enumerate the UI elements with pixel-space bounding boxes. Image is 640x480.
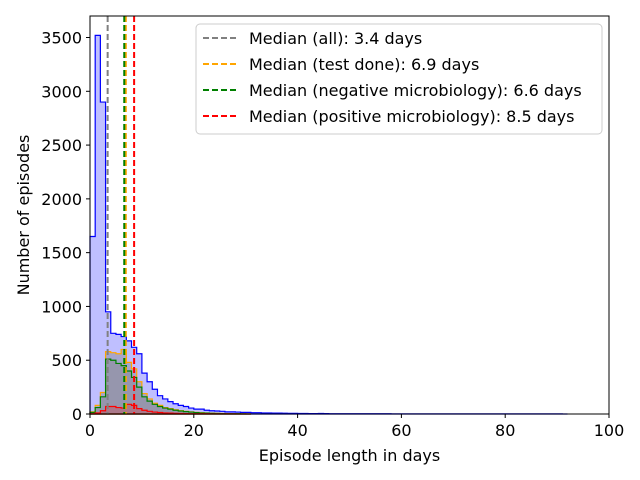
legend-label-2: Median (test done): 6.9 days [249,55,479,74]
y-tick-label: 3000 [41,82,82,101]
x-axis-label: Episode length in days [259,446,440,465]
y-tick-label: 500 [51,351,82,370]
y-axis-label: Number of episodes [14,135,33,296]
legend-box [195,23,603,135]
y-axis-ticks: 0 500 1000 1500 2000 2500 3000 3500 [41,29,90,424]
x-tick-label: 40 [287,421,307,440]
median-lines-layer [106,16,136,414]
y-tick-label: 2000 [41,190,82,209]
y-tick-label: 1500 [41,244,82,263]
x-tick-label: 100 [594,421,625,440]
legend-label-3: Median (negative microbiology): 6.6 days [249,81,582,100]
legend: Median (all): 3.4 days Median (test done)… [195,23,603,135]
y-tick-label: 2500 [41,136,82,155]
x-tick-label: 80 [495,421,515,440]
y-tick-label: 3500 [41,29,82,48]
y-tick-label: 0 [72,405,82,424]
x-tick-label: 60 [391,421,411,440]
y-tick-label: 1000 [41,297,82,316]
x-axis-ticks: 0 20 40 60 80 100 [85,414,624,440]
legend-label-4: Median (positive microbiology): 8.5 days [249,107,574,126]
x-tick-label: 0 [85,421,95,440]
x-tick-label: 20 [184,421,204,440]
legend-label-1: Median (all): 3.4 days [249,29,422,48]
plot-frame [89,15,610,415]
